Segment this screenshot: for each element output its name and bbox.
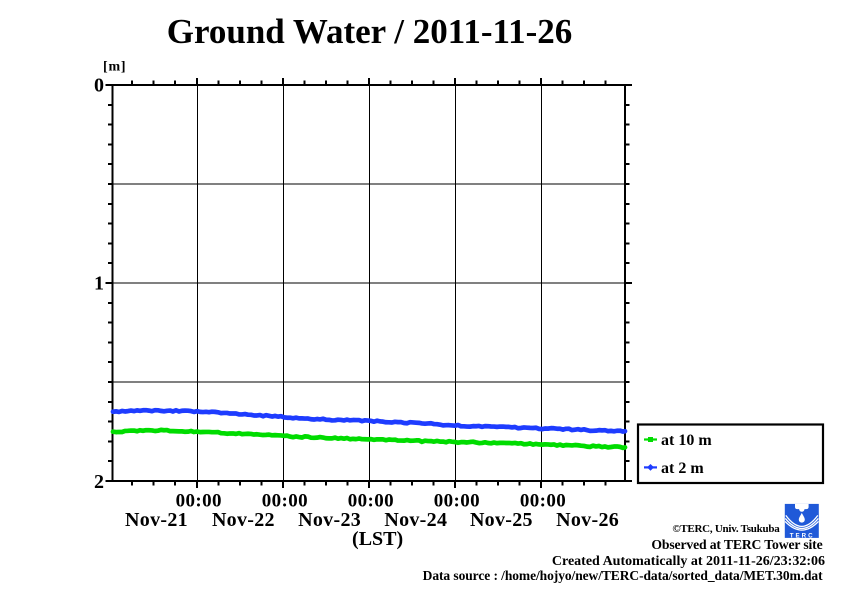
svg-text:at 2 m: at 2 m <box>661 460 704 477</box>
svg-text:©TERC, Univ. Tsukuba: ©TERC, Univ. Tsukuba <box>672 523 780 535</box>
svg-text:00:00: 00:00 <box>434 491 480 512</box>
svg-text:0: 0 <box>94 74 104 96</box>
svg-text:2: 2 <box>94 471 104 493</box>
svg-text:Nov-25: Nov-25 <box>470 509 533 531</box>
svg-text:Created Automatically at 2011-: Created Automatically at 2011-11-26/23:3… <box>552 554 825 569</box>
svg-text:Data source : /home/hojyo/new/: Data source : /home/hojyo/new/TERC-data/… <box>423 568 823 583</box>
svg-text:Nov-24: Nov-24 <box>384 509 447 531</box>
svg-text:at 10 m: at 10 m <box>661 432 712 449</box>
svg-text:00:00: 00:00 <box>348 491 394 512</box>
svg-text:00:00: 00:00 <box>176 491 222 512</box>
svg-text:Nov-23: Nov-23 <box>298 509 361 531</box>
svg-text:Observed at TERC Tower site: Observed at TERC Tower site <box>651 537 822 552</box>
svg-text:(LST): (LST) <box>352 528 403 550</box>
svg-text:Nov-22: Nov-22 <box>212 509 275 531</box>
svg-text:00:00: 00:00 <box>520 491 566 512</box>
svg-text:00:00: 00:00 <box>262 491 308 512</box>
svg-text:1: 1 <box>94 272 104 294</box>
svg-text:Ground Water / 2011-11-26: Ground Water / 2011-11-26 <box>167 12 572 51</box>
svg-text:TERC: TERC <box>790 532 815 539</box>
svg-text:Nov-26: Nov-26 <box>556 509 619 531</box>
svg-text:Nov-21: Nov-21 <box>125 509 188 531</box>
svg-text:[m]: [m] <box>103 60 126 75</box>
